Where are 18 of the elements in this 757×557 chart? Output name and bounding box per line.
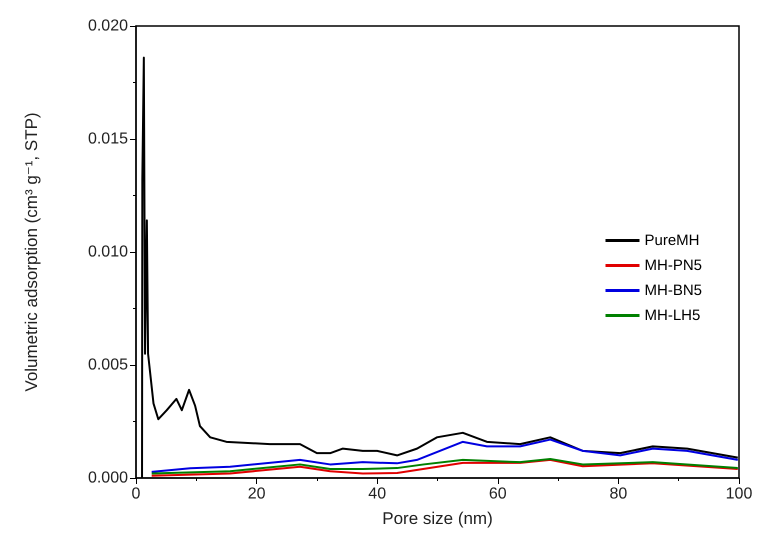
x-axis-title: Pore size (nm) (382, 509, 493, 528)
line-series (150, 438, 739, 473)
y-axis-title: Volumetric adsorption (cm³ g⁻¹, STP) (22, 112, 41, 392)
x-tick-label: 0 (132, 486, 141, 502)
legend-label: MH-BN5 (644, 282, 702, 299)
legend-label: MH-PN5 (644, 257, 702, 274)
y-tick-label: 0.010 (88, 244, 128, 260)
y-tick-label: 0.005 (88, 356, 128, 374)
y-tick-label: 0.000 (88, 470, 128, 486)
legend-label: PureMH (644, 232, 700, 249)
x-tick-label: 40 (368, 486, 386, 502)
legend-label: MH-LH5 (644, 307, 700, 324)
x-tick-label: 80 (610, 486, 628, 502)
x-tick-label: 60 (488, 486, 507, 502)
x-tick-label: 20 (248, 486, 266, 502)
y-tick-label: 0.015 (88, 130, 128, 148)
y-tick-label: 0.020 (88, 18, 128, 34)
x-tick-label: 100 (726, 486, 752, 502)
